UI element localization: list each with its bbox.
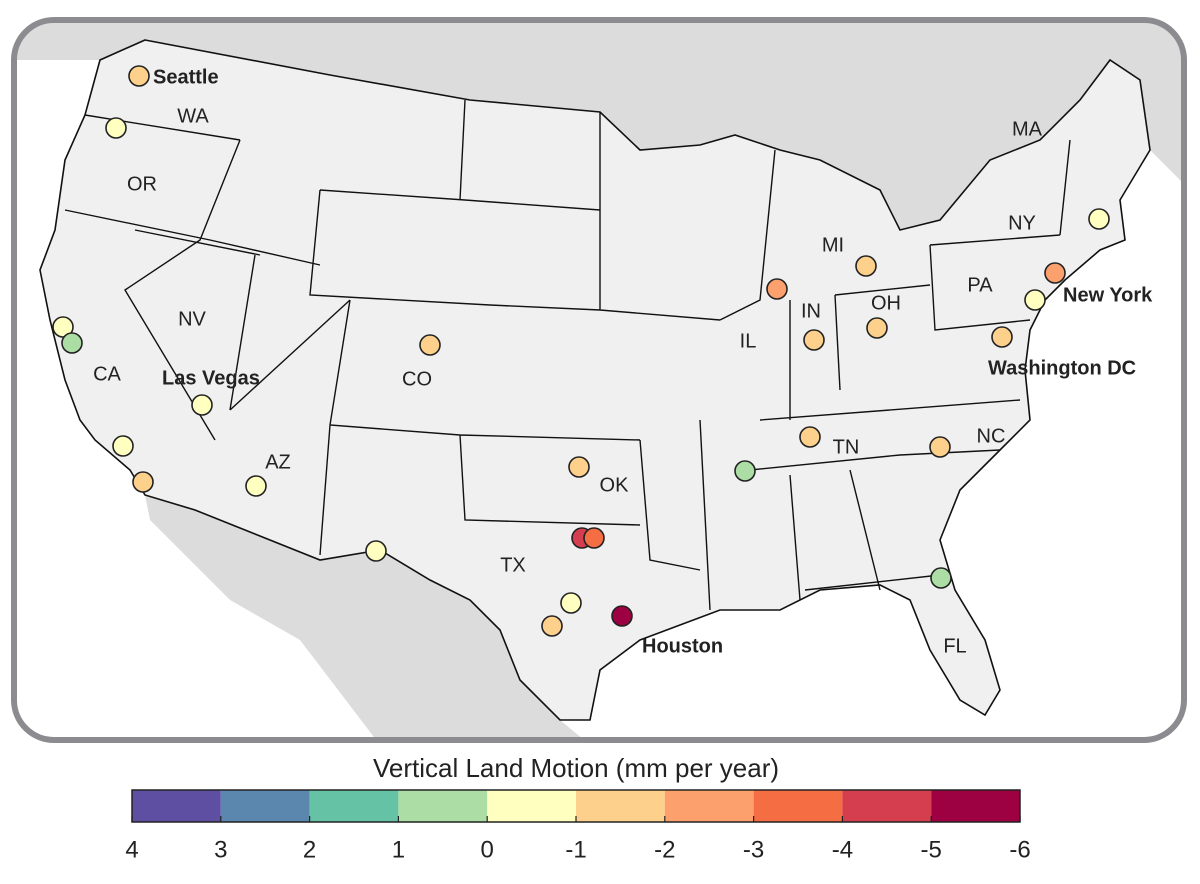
colorbar-tick-label: 1 bbox=[392, 836, 405, 863]
station-dot bbox=[191, 394, 213, 416]
state-label: NV bbox=[178, 308, 206, 330]
state-label: TN bbox=[833, 436, 860, 458]
colorbar-bin bbox=[487, 790, 576, 822]
station-dot bbox=[105, 117, 127, 139]
station-dot bbox=[583, 527, 605, 549]
city-label: Washington DC bbox=[988, 357, 1136, 379]
colorbar-tick-label: -2 bbox=[654, 836, 675, 863]
station-dot bbox=[541, 615, 563, 637]
station-dot bbox=[132, 471, 154, 493]
station-dot bbox=[52, 316, 74, 338]
station-dot bbox=[929, 436, 951, 458]
colorbar-bin bbox=[576, 790, 665, 822]
station-dot bbox=[799, 426, 821, 448]
colorbar-tick-label: -6 bbox=[1009, 836, 1030, 863]
colorbar-bin bbox=[220, 790, 310, 822]
colorbar-title: Vertical Land Motion (mm per year) bbox=[373, 753, 779, 783]
station-dot bbox=[866, 317, 888, 339]
station-dot bbox=[766, 278, 788, 300]
station-dot bbox=[611, 605, 633, 627]
station-dot bbox=[112, 435, 134, 457]
colorbar-tick-label: 2 bbox=[303, 836, 316, 863]
canada bbox=[14, 20, 1184, 230]
station-dot bbox=[991, 326, 1013, 348]
station-dot bbox=[1044, 262, 1066, 284]
station-dot bbox=[128, 65, 150, 87]
state-boundaries bbox=[64, 99, 1071, 611]
station-dot bbox=[245, 475, 267, 497]
station-dot bbox=[855, 255, 877, 277]
state-label: MA bbox=[1012, 118, 1043, 140]
state-label: AZ bbox=[265, 451, 291, 473]
city-label: Houston bbox=[642, 635, 723, 657]
state-label: IL bbox=[740, 330, 757, 352]
colorbar-tick-label: 3 bbox=[214, 836, 227, 863]
mexico bbox=[145, 495, 590, 740]
state-label: MI bbox=[822, 234, 844, 256]
city-label: Las Vegas bbox=[162, 367, 260, 389]
colorbar-bin bbox=[664, 790, 754, 822]
station-dot bbox=[568, 456, 590, 478]
state-label: CO bbox=[402, 368, 432, 390]
station-dot bbox=[365, 540, 387, 562]
station-dot bbox=[1088, 208, 1110, 230]
colorbar: Vertical Land Motion (mm per year) 4 3 2 1 0 -… bbox=[125, 753, 1030, 863]
state-label: OR bbox=[127, 173, 157, 195]
colorbar-tick-label: -1 bbox=[565, 836, 586, 863]
stations bbox=[52, 65, 1110, 637]
colorbar-bin bbox=[132, 790, 221, 822]
state-label: IN bbox=[801, 300, 821, 322]
colorbar-tick-label: 0 bbox=[481, 836, 494, 863]
colorbar-tick-label: -4 bbox=[832, 836, 853, 863]
state-label: CA bbox=[93, 363, 121, 385]
labels: WA OR CA NV AZ CO TX OK IL IN MI OH TN NC FL PA NY MA Seat… bbox=[93, 66, 1153, 657]
colorbar-bin bbox=[842, 790, 932, 822]
colorbar-bin bbox=[398, 790, 488, 822]
map-frame bbox=[11, 17, 1187, 743]
map-area bbox=[14, 20, 1184, 740]
station-dot bbox=[1024, 289, 1046, 311]
colorbar-bin bbox=[753, 790, 843, 822]
state-label: TX bbox=[500, 554, 526, 576]
station-dot bbox=[803, 329, 825, 351]
state-label: PA bbox=[967, 274, 993, 296]
colorbar-bin bbox=[309, 790, 399, 822]
station-dot bbox=[419, 334, 441, 356]
city-label: Seattle bbox=[153, 66, 219, 88]
colorbar-tick-label: 4 bbox=[125, 836, 138, 863]
state-label: WA bbox=[177, 105, 209, 127]
state-label: OH bbox=[871, 292, 901, 314]
state-label: FL bbox=[943, 635, 966, 657]
state-label: NC bbox=[977, 425, 1006, 447]
colorbar-bin bbox=[931, 790, 1020, 822]
colorbar-tick-label: -5 bbox=[921, 836, 942, 863]
station-dot bbox=[734, 460, 756, 482]
state-label: NY bbox=[1008, 212, 1036, 234]
state-label: OK bbox=[600, 474, 630, 496]
city-label: New York bbox=[1063, 284, 1153, 306]
station-dot bbox=[61, 332, 83, 354]
colorbar-tick-label: -3 bbox=[743, 836, 764, 863]
station-dot bbox=[930, 567, 952, 589]
station-dot bbox=[560, 592, 582, 614]
